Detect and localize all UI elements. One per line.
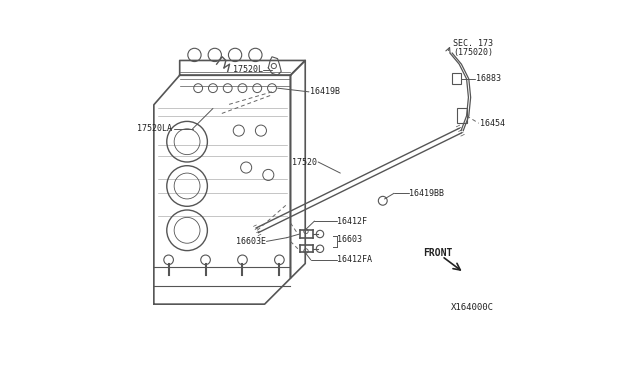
Text: 16454: 16454: [479, 119, 504, 128]
Text: (175020): (175020): [453, 48, 493, 57]
Text: 16419BB: 16419BB: [410, 189, 444, 198]
Text: 16412FA: 16412FA: [337, 255, 372, 264]
Bar: [452, 73, 461, 84]
Text: 16603: 16603: [337, 235, 362, 244]
Text: 16883: 16883: [476, 74, 501, 83]
Text: SEC. 173: SEC. 173: [453, 39, 493, 48]
Text: 17520LA: 17520LA: [137, 124, 172, 133]
Text: X164000C: X164000C: [451, 302, 494, 312]
Text: 17520L: 17520L: [233, 65, 263, 74]
Text: 17520: 17520: [292, 157, 317, 167]
Bar: [458, 109, 467, 123]
Text: FRONT: FRONT: [424, 248, 452, 258]
Text: 16419B: 16419B: [310, 87, 340, 96]
Text: 16412F: 16412F: [337, 217, 367, 225]
Text: 16603E: 16603E: [236, 237, 266, 246]
